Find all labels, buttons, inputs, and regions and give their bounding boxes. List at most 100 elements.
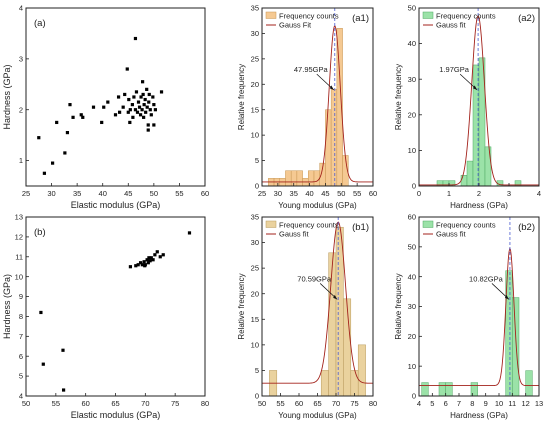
- x-tick-label-a1-1: 30: [274, 189, 282, 198]
- y-axis-title-a2: Relative frequency: [394, 64, 403, 130]
- panel-label-a1: (a1): [352, 13, 369, 24]
- x-tick-label-a2-4: 4: [537, 189, 541, 198]
- annotation-arrowhead-a2: [473, 85, 478, 90]
- scatter-point-a-7: [71, 115, 75, 119]
- scatter-point-a-50: [133, 36, 138, 41]
- y-tick-label-a1-6: 30: [251, 29, 259, 38]
- scatter-point-a-45: [151, 95, 155, 99]
- x-tick-label-a-7: 60: [201, 189, 209, 198]
- histogram-bar-a2-4: [466, 160, 474, 187]
- histogram-bar-a2-3: [460, 175, 468, 187]
- legend-label-fit-b1: Gauss fit: [279, 230, 310, 239]
- x-axis-title-a: Elastic modulus (GPa): [71, 200, 161, 210]
- scatter-point-a-20: [127, 97, 131, 102]
- scatter-point-b-19: [161, 253, 165, 257]
- y-tick-label-b2-0: 0: [412, 392, 416, 401]
- x-tick-label-a-2: 35: [73, 189, 81, 198]
- annotation-arrowhead-b2: [504, 294, 509, 300]
- histogram-bar-b1-1: [320, 370, 329, 397]
- scatter-point-a-30: [138, 113, 143, 117]
- x-axis-title-a1: Young modulus (GPa): [278, 201, 357, 210]
- y-tick-label-a2-5: 50: [408, 4, 416, 13]
- y-axis-title-b2: Relative frequency: [394, 273, 403, 339]
- scatter-point-a-32: [140, 108, 144, 112]
- legend-swatch-bars-a2: [422, 11, 434, 19]
- y-tick-label-b1-0: 0: [255, 392, 259, 401]
- scatter-point-a-53: [152, 123, 156, 127]
- x-tick-label-a1-3: 40: [305, 189, 313, 198]
- y-tick-label-b1-5: 25: [251, 264, 259, 273]
- y-tick-label-a1-7: 35: [251, 4, 259, 13]
- scatter-point-b-12: [146, 261, 150, 265]
- x-tick-label-a2-1: 1: [447, 189, 451, 198]
- y-tick-label-b2-6: 60: [408, 213, 416, 222]
- scatter-point-b-4: [128, 265, 133, 269]
- scatter-point-a-21: [128, 108, 132, 112]
- x-tick-label-a-3: 40: [99, 189, 107, 198]
- axes-frame-a1: [261, 7, 374, 187]
- scatter-point-a-46: [152, 103, 156, 107]
- x-tick-label-b1-6: 80: [369, 399, 377, 408]
- y-axis-title-b1: Relative frequency: [237, 273, 246, 339]
- histogram-bar-a1-5: [296, 170, 303, 187]
- x-tick-label-b1-4: 70: [332, 399, 340, 408]
- x-tick-label-a1-0: 25: [258, 189, 266, 198]
- scatter-point-b-11: [145, 258, 149, 262]
- scatter-point-a-2: [50, 161, 55, 165]
- y-axis-title-a1: Relative frequency: [237, 64, 246, 130]
- y-tick-label-b2-1: 10: [408, 362, 416, 371]
- annotation-arrowhead-b1: [333, 294, 338, 300]
- histogram-bar-b1-5: [350, 370, 359, 397]
- y-tick-label-a2-2: 20: [408, 110, 416, 119]
- gauss-fit-curve-b1: [262, 221, 373, 384]
- scatter-point-a-17: [121, 105, 125, 109]
- legend-label-fit-a2: Gauss fit: [436, 21, 467, 30]
- histogram-bar-a1-8: [313, 170, 320, 187]
- panel-label-b2: (b2): [518, 222, 535, 233]
- legend-label-fit-a1: Gauss Fit: [279, 21, 312, 30]
- x-tick-label-b2-0: 4: [417, 399, 421, 408]
- annotation-arrowhead-a1: [329, 85, 334, 90]
- scatter-point-a-43: [148, 108, 152, 112]
- mean-annotation-a2: 1.97GPa: [439, 65, 469, 74]
- scatter-point-a-25: [133, 108, 138, 112]
- y-tick-label-b-9: 13: [15, 213, 23, 222]
- x-tick-label-b2-8: 12: [521, 399, 529, 408]
- histogram-bar-b1-4: [343, 298, 352, 397]
- x-tick-label-a-0: 25: [22, 189, 30, 198]
- y-tick-label-a-1: 2: [19, 105, 23, 114]
- scatter-point-a-42: [147, 92, 151, 97]
- scatter-point-a-49: [125, 67, 129, 71]
- x-tick-label-a-4: 45: [124, 189, 132, 198]
- legend-label-bars-a1: Frequency counts: [279, 11, 339, 20]
- histogram-bar-a1-3: [285, 170, 292, 187]
- x-tick-label-b-3: 65: [111, 399, 119, 408]
- gauss-fit-curve-a2: [419, 15, 539, 186]
- axes-frame-b2: [418, 216, 540, 397]
- y-tick-label-b-3: 7: [19, 332, 23, 341]
- scatter-point-a-15: [116, 95, 121, 99]
- axes-frame-a: [25, 7, 206, 187]
- scatter-point-a-40: [146, 123, 150, 127]
- scatter-point-b-1: [41, 362, 45, 366]
- scatter-point-b-8: [140, 263, 144, 267]
- scatter-point-a-24: [132, 95, 136, 99]
- histogram-bar-a1-10: [325, 109, 332, 187]
- y-tick-label-a1-3: 15: [251, 105, 259, 114]
- x-axis-title-b2: Hardness (GPa): [450, 411, 508, 420]
- mean-annotation-a1: 47.95GPa: [294, 65, 329, 74]
- scatter-point-b-3: [61, 388, 66, 392]
- scatter-point-a-36: [143, 97, 147, 102]
- panel-b: 50 55 60 65 70 75 80 4 5 6 7 8 9 10 11 12 13 Elastic modu…: [2, 213, 209, 420]
- x-tick-label-b2-2: 6: [444, 399, 448, 408]
- legend-label-bars-a2: Frequency counts: [436, 11, 496, 20]
- panel-a: 25 30 35 40 45 50 55 60 1 2 3 4 Elastic modulus (GPa…: [2, 4, 209, 210]
- y-tick-label-b1-3: 15: [251, 315, 259, 324]
- scatter-point-a-6: [68, 103, 72, 107]
- x-tick-label-b1-0: 50: [258, 399, 266, 408]
- scatter-point-a-13: [106, 100, 110, 104]
- scatter-point-b-6: [136, 263, 140, 267]
